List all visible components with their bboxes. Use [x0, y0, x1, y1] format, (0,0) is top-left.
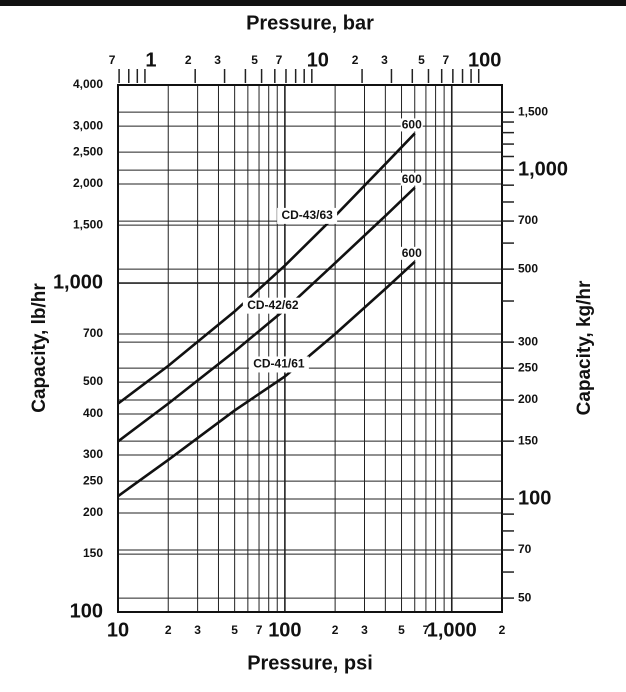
label-bg	[248, 356, 309, 373]
y2-tick-label: 700	[518, 213, 538, 227]
x-tick-label: 100	[268, 619, 301, 641]
label-bg	[400, 172, 423, 186]
y2-tick-label: 300	[518, 334, 538, 348]
label-bg	[242, 297, 303, 314]
y-tick-label: 2,000	[73, 176, 103, 190]
x2-tick-label: 5	[251, 53, 258, 67]
x2-tick-label: 7	[109, 53, 116, 67]
y-tick-label: 250	[83, 473, 103, 487]
x-tick-label: 3	[361, 623, 368, 637]
x2-tick-label: 100	[468, 49, 501, 71]
x2-tick-label: 10	[307, 49, 329, 71]
x-tick-label: 10	[107, 619, 129, 641]
y-axis-title: Capacity, lb/hr	[29, 283, 50, 413]
top-band	[0, 0, 626, 6]
series-label: CD-42/62	[247, 298, 299, 312]
end-label: 600	[402, 246, 422, 260]
series-label: CD-41/61	[253, 357, 305, 371]
x2-tick-label: 7	[443, 53, 450, 67]
y2-tick-label: 500	[518, 261, 538, 275]
line	[117, 260, 416, 498]
y-tick-label: 4,000	[73, 77, 103, 91]
x-tick-label: 5	[398, 623, 405, 637]
label-bg	[277, 207, 338, 224]
label-bg	[400, 118, 423, 132]
end-label: 600	[402, 118, 422, 132]
line	[117, 132, 416, 405]
plot-frame	[117, 84, 503, 613]
x-tick-label: 2	[499, 623, 506, 637]
x2-tick-label: 5	[418, 53, 425, 67]
x-tick-label: 2	[165, 623, 172, 637]
x-tick-label: 3	[194, 623, 201, 637]
y-tick-label: 1,500	[73, 217, 103, 231]
y-tick-label: 200	[83, 505, 103, 519]
y2-tick-label: 200	[518, 392, 538, 406]
y2-tick-label: 250	[518, 360, 538, 374]
x-tick-label: 5	[231, 623, 238, 637]
y2-tick-label: 150	[518, 433, 538, 447]
x-tick-label: 1,000	[427, 619, 477, 641]
y2-tick-label: 1,000	[518, 158, 568, 180]
x2-tick-label: 2	[185, 53, 192, 67]
y-tick-label: 400	[83, 406, 103, 420]
y-tick-label: 300	[83, 447, 103, 461]
x-tick-label: 7	[256, 623, 263, 637]
y-tick-label: 1,000	[53, 271, 103, 293]
y-tick-label: 700	[83, 326, 103, 340]
end-label: 600	[402, 172, 422, 186]
x2-tick-label: 1	[145, 49, 156, 71]
label-bg	[400, 246, 423, 260]
top-axis-title: Pressure, bar	[246, 12, 374, 34]
y2-tick-label: 1,500	[518, 104, 548, 118]
y-tick-label: 100	[70, 600, 103, 622]
y2-tick-label: 70	[518, 542, 532, 556]
series-label: CD-43/63	[281, 208, 333, 222]
x2-tick-label: 7	[276, 53, 283, 67]
x2-tick-label: 3	[381, 53, 388, 67]
x-tick-label: 7	[423, 623, 430, 637]
y-tick-label: 3,000	[73, 118, 103, 132]
x2-tick-label: 3	[214, 53, 221, 67]
y-tick-label: 150	[83, 546, 103, 560]
line	[117, 186, 416, 443]
y-tick-label: 2,500	[73, 144, 103, 158]
x2-tick-label: 2	[352, 53, 359, 67]
x-tick-label: 2	[332, 623, 339, 637]
y2-tick-label: 50	[518, 590, 532, 604]
y-tick-label: 500	[83, 374, 103, 388]
y2-tick-label: 100	[518, 487, 551, 509]
y2-axis-title: Capacity, kg/hr	[574, 280, 595, 415]
x-axis-title: Pressure, psi	[247, 652, 373, 674]
